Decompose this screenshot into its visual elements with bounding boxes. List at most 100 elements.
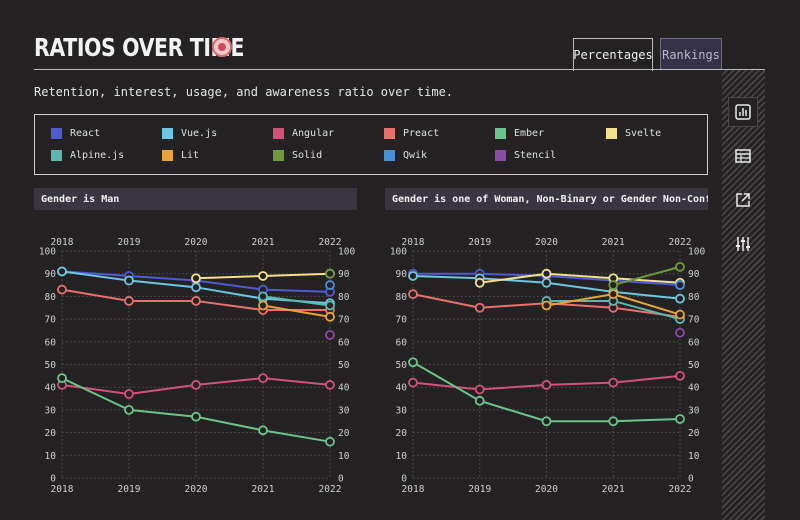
- y-tick-label-right: 80: [688, 292, 700, 303]
- data-point-vue-js: [191, 282, 201, 293]
- chart-view-button[interactable]: [728, 97, 758, 127]
- legend-item-preact[interactable]: Preact: [384, 128, 439, 139]
- data-point-stencil: [675, 327, 685, 338]
- legend-swatch: [495, 150, 506, 161]
- data-point-alpine-js: [258, 291, 268, 302]
- section-badge-icon: [212, 37, 232, 57]
- y-tick-label-left: 100: [390, 247, 407, 258]
- data-point-solid: [675, 261, 685, 272]
- y-tick-label-right: 90: [688, 269, 700, 280]
- data-point-angular: [191, 380, 201, 390]
- y-tick-label-right: 70: [688, 315, 700, 326]
- legend-swatch: [495, 128, 506, 139]
- legend-swatch: [273, 128, 284, 139]
- x-tick-label-bottom: 2021: [252, 484, 275, 495]
- y-tick-label-right: 40: [338, 383, 350, 394]
- y-tick-label-left: 50: [396, 360, 408, 371]
- tab-divider: [34, 69, 765, 70]
- y-tick-label-left: 30: [45, 405, 57, 416]
- y-tick-label-right: 30: [688, 405, 700, 416]
- y-tick-label-right: 50: [688, 360, 700, 371]
- legend-label: Ember: [514, 128, 545, 139]
- data-point-angular: [474, 384, 485, 395]
- data-point-angular: [541, 380, 552, 390]
- legend-item-react[interactable]: React: [51, 128, 100, 139]
- x-tick-label-top: 2022: [319, 237, 342, 248]
- x-tick-label-top: 2021: [252, 237, 275, 248]
- tab-rankings[interactable]: Rankings: [660, 38, 722, 70]
- legend-item-angular[interactable]: Angular: [273, 128, 334, 139]
- series-line-lit: [262, 304, 331, 318]
- data-point-ember: [191, 411, 201, 422]
- y-tick-label-left: 80: [45, 292, 57, 303]
- settings-button[interactable]: [728, 229, 758, 259]
- table-icon: [735, 149, 751, 163]
- panel-header-women-nb: Gender is one of Woman, Non-Binary or Ge…: [385, 188, 708, 210]
- data-point-svelte: [541, 268, 552, 279]
- y-tick-label-left: 40: [45, 383, 57, 394]
- y-tick-label-right: 20: [338, 428, 350, 439]
- y-tick-label-left: 60: [396, 337, 408, 348]
- data-point-lit: [608, 289, 619, 300]
- data-point-svelte: [258, 271, 268, 281]
- data-point-vue-js: [675, 293, 685, 304]
- series-line-solid: [612, 265, 681, 287]
- legend-label: Solid: [292, 150, 323, 161]
- y-tick-label-left: 70: [396, 315, 408, 326]
- legend-item-lit[interactable]: Lit: [162, 150, 199, 161]
- legend-item-solid[interactable]: Solid: [273, 150, 322, 161]
- external-link-icon: [736, 193, 750, 207]
- series-line-alpine-js: [262, 295, 331, 307]
- legend-label: Angular: [292, 128, 335, 139]
- data-point-preact: [474, 302, 485, 313]
- tab-percentages[interactable]: Percentages: [573, 38, 653, 71]
- y-tick-label-left: 60: [45, 337, 57, 348]
- legend-label: Alpine.js: [70, 150, 125, 161]
- x-tick-label-top: 2018: [402, 237, 425, 248]
- legend-item-alpine[interactable]: Alpine.js: [51, 150, 124, 161]
- legend-item-qwik[interactable]: Qwik: [384, 150, 427, 161]
- y-tick-label-right: 20: [688, 428, 700, 439]
- legend-item-ember[interactable]: Ember: [495, 128, 544, 139]
- y-tick-label-left: 40: [396, 383, 408, 394]
- share-button[interactable]: [728, 185, 758, 215]
- data-point-angular: [408, 377, 418, 388]
- x-tick-label-bottom: 2019: [468, 484, 491, 495]
- x-tick-label-top: 2018: [51, 237, 74, 248]
- data-point-lit: [258, 300, 268, 311]
- y-tick-label-left: 10: [45, 451, 57, 462]
- y-tick-label-right: 100: [688, 247, 705, 258]
- y-tick-label-right: 10: [688, 451, 700, 462]
- y-tick-label-right: 90: [338, 269, 350, 280]
- legend-swatch: [51, 128, 62, 139]
- y-tick-label-right: 60: [688, 337, 700, 348]
- data-point-angular: [325, 380, 335, 390]
- legend-label: Lit: [181, 150, 200, 161]
- series-line-svelte: [479, 272, 681, 284]
- data-point-ember: [408, 357, 418, 368]
- x-tick-label-bottom: 2021: [602, 484, 625, 495]
- x-tick-label-bottom: 2020: [185, 484, 208, 495]
- data-point-ember: [675, 414, 685, 424]
- legend-item-vue[interactable]: Vue.js: [162, 128, 217, 139]
- x-tick-label-top: 2020: [185, 237, 208, 248]
- legend-swatch: [51, 150, 62, 161]
- data-point-ember: [608, 416, 619, 427]
- data-point-ember: [474, 395, 485, 406]
- data-point-preact: [57, 284, 67, 295]
- y-tick-label-left: 70: [45, 315, 57, 326]
- y-tick-label-right: 100: [338, 247, 355, 258]
- legend-item-svelte[interactable]: Svelte: [606, 128, 661, 139]
- legend-item-stencil[interactable]: Stencil: [495, 150, 556, 161]
- y-tick-label-left: 100: [39, 247, 56, 258]
- x-tick-label-bottom: 2019: [118, 484, 141, 495]
- legend-swatch: [162, 150, 173, 161]
- data-point-stencil: [325, 330, 335, 340]
- data-point-angular: [124, 389, 134, 399]
- table-view-button[interactable]: [728, 141, 758, 171]
- data-point-qwik: [325, 280, 335, 290]
- x-tick-label-bottom: 2022: [669, 484, 692, 495]
- panel-header-man: Gender is Man: [34, 188, 357, 210]
- page-title: RATIOS OVER TIME: [34, 32, 245, 62]
